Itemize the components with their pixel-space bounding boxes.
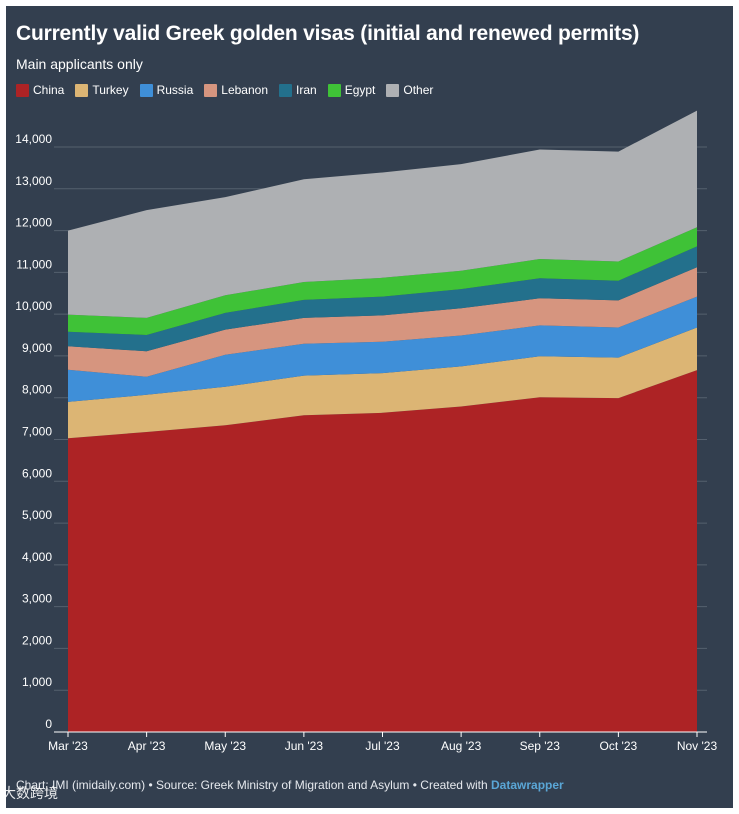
y-tick-label: 1,000 [22,675,52,689]
footer-credit: Chart: IMI (imidaily.com) • Source: Gree… [16,778,491,792]
legend-item-lebanon: Lebanon [204,83,268,97]
y-tick-label: 6,000 [22,466,52,480]
watermark: 大数跨境 [2,785,58,801]
y-tick-label: 11,000 [16,257,52,271]
x-tick-label: Jun '23 [285,739,324,753]
legend-swatch [75,83,89,97]
legend-label: Other [403,83,434,97]
y-tick-label: 4,000 [22,550,52,564]
legend-swatch [279,83,292,97]
area-other [68,110,697,318]
chart-card: Currently valid Greek golden visas (init… [6,6,733,808]
legend-item-other: Other [386,83,433,97]
area-russia [68,296,697,402]
y-tick-label: 7,000 [22,425,52,439]
legend-swatch [16,83,29,97]
legend-swatch [386,83,400,97]
chart-legend: China Turkey Russia Lebanon Iran Egypt Other [16,83,433,97]
datawrapper-link[interactable]: Datawrapper [491,778,564,792]
x-tick-label: Nov '23 [677,739,718,753]
y-tick-label: 9,000 [22,341,52,355]
x-tick-label: Jul '23 [365,739,400,753]
x-tick-label: Mar '23 [48,739,88,753]
legend-label: Russia [156,83,194,97]
area-lebanon [68,267,697,377]
y-tick-label: 3,000 [22,592,52,606]
chart-title: Currently valid Greek golden visas (init… [16,22,640,45]
y-tick-label: 14,000 [15,132,52,146]
legend-item-china: China [16,83,64,97]
area-turkey [68,327,697,439]
legend-label: Egypt [344,83,376,97]
y-tick-label: 0 [45,717,52,731]
area-iran [68,246,697,352]
legend-label: Lebanon [221,83,268,97]
y-tick-label: 10,000 [15,299,52,313]
chart-footer: Chart: IMI (imidaily.com) • Source: Gree… [16,778,564,792]
legend-label: China [33,83,65,97]
legend-swatch [327,83,341,97]
area-egypt [68,227,697,335]
y-tick-label: 5,000 [22,508,52,522]
y-tick-label: 2,000 [22,633,52,647]
x-tick-label: Oct '23 [600,739,638,753]
y-tick-label: 12,000 [15,216,52,230]
legend-item-turkey: Turkey [75,83,129,97]
y-tick-label: 8,000 [22,383,52,397]
legend-item-russia: Russia [139,83,194,97]
area-chart: 0 1,000 2,000 3,000 4,000 5,000 6,000 7,000 8,00… [15,110,718,753]
x-tick-label: May '23 [204,739,246,753]
x-tick-label: Sep '23 [520,739,561,753]
legend-label: Turkey [92,83,129,97]
x-tick-label: Aug '23 [441,739,482,753]
area-china [68,370,697,732]
legend-swatch [139,83,153,97]
legend-swatch [204,83,218,97]
x-tick-label: Apr '23 [128,739,166,753]
legend-label: Iran [296,83,317,97]
chart-subtitle: Main applicants only [16,56,143,72]
legend-item-egypt: Egypt [327,83,376,97]
y-tick-label: 13,000 [15,174,52,188]
legend-item-iran: Iran [279,83,317,97]
